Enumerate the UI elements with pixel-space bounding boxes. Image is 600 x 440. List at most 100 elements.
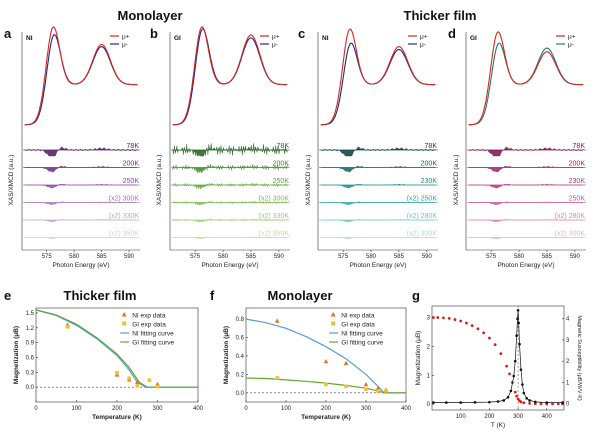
chart-panel-e: 0 100 200 300 400 0.0 0.3 0.6 0.9 1.2 1.5 Temperatu… (13, 307, 204, 421)
panel-tag: GI (470, 35, 477, 42)
susceptibility-point (518, 342, 521, 346)
magnetization-point (522, 401, 526, 405)
temperature-label: 200K (273, 161, 290, 168)
x-tick-label: 100 (71, 406, 82, 412)
gi-data-point (127, 376, 131, 381)
susceptibility-point (509, 389, 513, 393)
gi-data-point (147, 378, 152, 383)
x-axis-label: Photon Energy (eV) (52, 262, 109, 269)
temperature-label: 78K (425, 143, 438, 150)
susceptibility-point (502, 399, 506, 402)
xas-panel-c: 575 580 585 590 Photon Energy (eV) NI μ+μ- 78K 2… (317, 28, 438, 269)
x-axis-label: T (K) (491, 422, 505, 429)
y-tick-label: 0 (427, 402, 431, 408)
y2-tick-label: 3 (566, 338, 570, 344)
temperature-label: (x2) 280K (555, 213, 586, 220)
ylabel-c: XAS/XMCD (a.u.) (305, 155, 312, 206)
y-tick-label: 2 (427, 344, 431, 350)
ni-data-point (323, 358, 329, 364)
x-tick-label: 400 (542, 414, 553, 420)
ni-data-point (375, 385, 381, 390)
temperature-label: 250K (273, 178, 290, 185)
xmcd-trace (320, 146, 436, 157)
top-right-title: Thicker film (404, 8, 477, 23)
x-tick-label: 575 (486, 254, 497, 260)
x-tick-label: 585 (394, 254, 405, 260)
legend-mu-plus: μ+ (420, 34, 428, 41)
legend-mu-plus: μ+ (122, 34, 130, 41)
ni-data-point (363, 381, 369, 387)
susceptibility-point (561, 401, 564, 404)
temperature-label: 78K (573, 143, 586, 150)
magnetization-point (482, 331, 486, 335)
x-tick-label: 300 (361, 406, 372, 412)
magnetization-point (528, 401, 531, 405)
temperature-label: 250K (569, 196, 586, 203)
panel-letter-a: a (4, 26, 12, 41)
panel-letter-b: b (150, 26, 158, 41)
x-tick-label: 575 (190, 254, 201, 260)
temperature-label: (x2) 330K (109, 213, 140, 220)
susceptibility-point (473, 401, 477, 404)
legend-label: GI exp data (132, 322, 166, 329)
y-tick-label: 3 (427, 316, 431, 322)
y-tick-label: 0.0 (26, 385, 35, 391)
y2-axis-label: Magnetic Susceptibility (μB/W/V·K) (576, 315, 582, 401)
magnetization-point (476, 327, 480, 331)
legend-label: NI fitting curve (341, 331, 383, 338)
y-axis-label: Magnetization (μB) (223, 326, 230, 384)
temperature-label: 78K (277, 143, 290, 150)
y-tick-label: 1.2 (26, 326, 35, 332)
susceptibility-point (534, 400, 537, 404)
x-axis-label: Temperature (K) (92, 414, 142, 421)
xmcd-trace (468, 183, 584, 189)
xmcd-trace (172, 182, 288, 190)
temperature-label: (x2) 350K (109, 231, 140, 238)
xmcd-trace (320, 183, 436, 189)
susceptibility-point (517, 321, 520, 325)
susceptibility-point (515, 334, 518, 338)
y2-tick-label: 1 (566, 380, 570, 386)
temperature-label: 78K (127, 143, 140, 150)
legend-label: NI exp data (132, 313, 166, 320)
x-tick-label: 200 (112, 406, 123, 412)
susceptibility-line (433, 310, 563, 403)
panel-letter-d: d (448, 26, 456, 41)
temperature-label: 250K (123, 178, 140, 185)
panel-tag: NI (26, 35, 33, 42)
title-e: Thicker film (64, 288, 137, 303)
temperature-label: 200K (421, 161, 438, 168)
legend-mu-minus: μ- (420, 42, 426, 49)
mu-minus-line (172, 28, 288, 126)
legend-mu-minus: μ- (272, 42, 278, 49)
y2-tick-label: 4 (566, 317, 570, 323)
temperature-label: 230K (569, 178, 586, 185)
x-tick-label: 590 (274, 254, 285, 260)
gi-fit-curve (35, 309, 198, 388)
ylabel-a: XAS/XMCD (a.u.) (8, 155, 15, 206)
xmcd-trace (468, 165, 584, 173)
panel-tag: NI (322, 35, 329, 42)
susceptibility-point (496, 400, 500, 403)
xas-panel-a: 575 580 585 590 Photon Energy (eV) NI μ+μ- 78K 2… (21, 26, 140, 269)
magnetization-point (499, 352, 503, 356)
temperature-label: 200K (569, 161, 586, 168)
temperature-label: (x2) 250K (407, 196, 438, 203)
magnetization-point (505, 364, 509, 368)
magnetization-point (513, 390, 517, 394)
magnetization-point (515, 394, 519, 398)
magnetization-point (493, 343, 497, 347)
magnetization-point (556, 402, 560, 406)
panel-tag: GI (174, 35, 181, 42)
legend-label: GI fitting curve (341, 340, 383, 347)
gi-data-point (344, 384, 348, 389)
y2-tick-label: 2 (566, 359, 570, 365)
y-tick-label: 0.0 (236, 391, 245, 397)
x-tick-label: 300 (513, 414, 524, 420)
susceptibility-point (545, 401, 549, 404)
legend-label: NI fitting curve (132, 331, 174, 338)
susceptibility-point (519, 368, 523, 371)
plot-frame (245, 307, 407, 403)
x-tick-label: 590 (570, 254, 581, 260)
